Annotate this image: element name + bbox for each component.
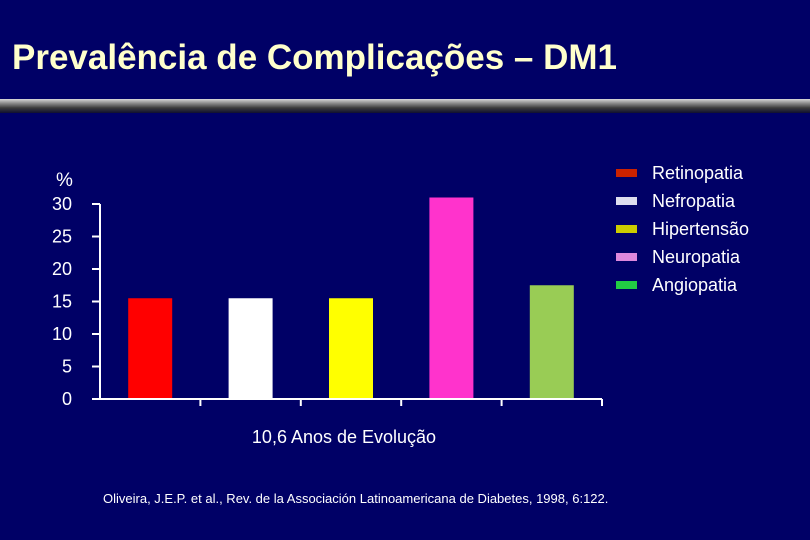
y-tick-label: 5	[62, 357, 72, 377]
chart-bars	[128, 197, 574, 399]
y-tick-label: 15	[52, 292, 72, 312]
y-tick-label: 20	[52, 259, 72, 279]
legend-label-3: Neuropatia	[652, 247, 741, 267]
legend-label-1: Nefropatia	[652, 191, 736, 211]
y-tick-label: 0	[62, 389, 72, 409]
legend-label-2: Hipertensão	[652, 219, 749, 239]
legend-swatch-0	[616, 169, 637, 177]
bar-0	[128, 298, 173, 399]
legend-swatch-2	[616, 225, 637, 233]
y-tick-label: 25	[52, 227, 72, 247]
bar-4	[529, 285, 574, 399]
bar-3	[429, 197, 474, 399]
legend-label-4: Angiopatia	[652, 275, 738, 295]
chart-axes	[99, 204, 603, 406]
legend-swatch-4	[616, 281, 637, 289]
y-axis-unit-label: %	[56, 170, 73, 191]
slide-title: Prevalência de Complicações – DM1	[12, 38, 617, 77]
y-tick-label: 10	[52, 324, 72, 344]
legend-swatch-1	[616, 197, 637, 205]
y-tick-label: 30	[52, 194, 72, 214]
bar-2	[329, 298, 373, 399]
title-divider	[0, 99, 810, 113]
y-axis-ticks: 0 5 10 15 20 25 30	[52, 194, 100, 409]
legend-label-0: Retinopatia	[652, 163, 744, 183]
legend-swatch-3	[616, 253, 637, 261]
source-citation: Oliveira, J.E.P. et al., Rev. de la Asso…	[103, 491, 609, 506]
x-axis-label: 10,6 Anos de Evolução	[252, 427, 436, 447]
bar-1	[228, 298, 273, 399]
chart-legend: Retinopatia Nefropatia Hipertensão Neuropat…	[616, 163, 749, 295]
